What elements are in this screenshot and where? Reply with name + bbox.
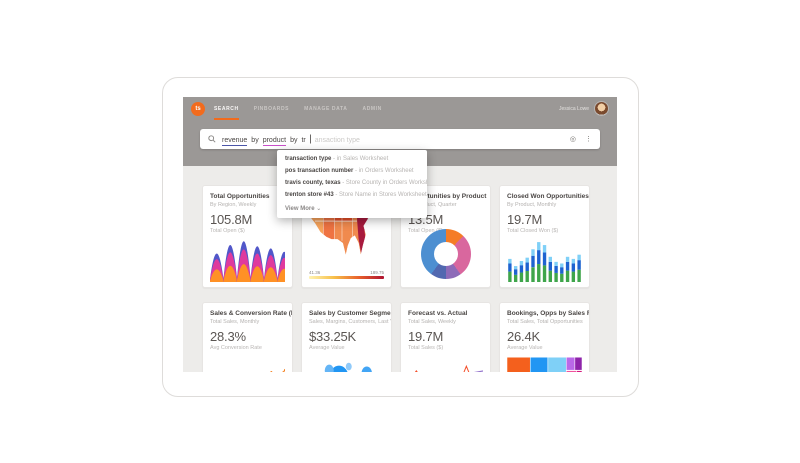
brand-logo-icon[interactable]: ts — [191, 101, 205, 116]
card-subtitle: By Region, Weekly — [210, 202, 257, 209]
dashboard-content: Total Opportunities By Region, Weekly 10… — [183, 166, 617, 372]
card-subtitle: Total Sales, Monthly — [210, 319, 260, 326]
card-value: 19.7M — [507, 212, 543, 228]
tablet-device-frame: ts SEARCH PINBOARDS MANAGE DATA ADMIN Je… — [162, 77, 639, 397]
legend-max-value: 189.75 — [370, 270, 384, 275]
suggestion-context: - Store County in Orders Worksheet — [342, 180, 427, 186]
user-avatar[interactable] — [594, 101, 609, 116]
card-value: $33.25K — [309, 329, 357, 345]
nav-item-pinboards[interactable]: PINBOARDS — [253, 105, 290, 112]
area-chart — [210, 240, 285, 282]
search-suggestions-dropdown: transaction type - in Sales Worksheet po… — [277, 150, 427, 218]
card-metric-label: Average Value — [309, 345, 345, 352]
card-subtitle: Total Sales, Total Opportunities — [507, 319, 583, 326]
query-token-product[interactable]: product — [262, 136, 287, 146]
query-token-by: by — [290, 136, 298, 144]
card-title: Closed Won Opportunities — [507, 193, 589, 200]
suggestion-term: trenton store #43 — [285, 192, 334, 198]
card-title: Sales & Conversion Rate (East) — [210, 310, 292, 317]
card-value: 28.3% — [210, 329, 246, 345]
card-bookings-by-sales-rep[interactable]: Bookings, Opps by Sales Rep Total Sales,… — [499, 302, 590, 372]
suggestion-item[interactable]: trenton store #43 - Store Name in Stores… — [277, 189, 427, 201]
bubble-chart — [309, 357, 384, 372]
card-value: 26.4K — [507, 329, 540, 345]
suggestion-term: transaction type — [285, 156, 332, 162]
suggestion-context: - in Orders Worksheet — [353, 168, 414, 174]
card-subtitle: By Product, Quarter — [408, 202, 457, 209]
suggestion-context: - Store Name in Stores Worksheet — [333, 192, 427, 198]
card-value: 19.7M — [408, 329, 444, 345]
card-title: Total Opportunities — [210, 193, 270, 200]
history-icon[interactable]: ◎ — [569, 135, 576, 143]
card-metric-label: Total Sales ($) — [408, 345, 444, 352]
nav-item-admin[interactable]: ADMIN — [362, 105, 382, 112]
suggestion-term: travis county, texas — [285, 180, 341, 186]
suggestion-item[interactable]: transaction type - in Sales Worksheet — [277, 153, 427, 165]
card-value: 105.8M — [210, 212, 253, 228]
card-title: Sales by Customer Segment — [309, 310, 392, 317]
card-forecast-vs-actual[interactable]: Forecast vs. Actual Total Sales, Weekly … — [400, 302, 491, 372]
user-name: Jessica Lowe — [558, 105, 589, 112]
nav-item-manage-data[interactable]: MANAGE DATA — [304, 105, 348, 112]
map-legend: 41.36 189.75 — [309, 270, 384, 279]
query-token-revenue[interactable]: revenue — [222, 136, 248, 146]
card-metric-label: Total Open ($) — [408, 228, 443, 235]
view-more-button[interactable]: View More ⌄ — [285, 206, 322, 212]
suggestion-item[interactable]: pos transaction number - in Orders Works… — [277, 165, 427, 177]
search-bar[interactable]: revenue by product by tr ansaction type … — [200, 129, 600, 149]
suggestion-item[interactable]: travis county, texas - Store County in O… — [277, 177, 427, 189]
card-metric-label: Average Value — [507, 345, 543, 352]
stacked-bar-chart — [507, 240, 582, 282]
card-sales-by-customer-segment[interactable]: Sales by Customer Segment Sales, Margins… — [301, 302, 392, 372]
app-header: ts SEARCH PINBOARDS MANAGE DATA ADMIN Je… — [183, 97, 617, 218]
card-subtitle: Sales, Margins, Customers, Last Year — [309, 319, 392, 326]
kebab-menu-icon[interactable]: ⋮ — [585, 135, 592, 143]
treemap-chart — [507, 357, 582, 372]
card-grid: Total Opportunities By Region, Weekly 10… — [202, 185, 617, 372]
card-sales-conversion-rate[interactable]: Sales & Conversion Rate (East) Total Sal… — [202, 302, 293, 372]
autocomplete-ghost-text: ansaction type — [314, 136, 360, 144]
nav-item-search[interactable]: SEARCH — [214, 97, 239, 120]
top-nav: ts SEARCH PINBOARDS MANAGE DATA ADMIN Je… — [183, 97, 617, 120]
search-icon — [208, 135, 216, 143]
card-metric-label: Total Closed Won ($) — [507, 228, 559, 235]
text-cursor — [309, 134, 311, 143]
card-metric-label: Total Open ($) — [210, 228, 245, 235]
query-token-by: by — [251, 136, 259, 144]
legend-gradient-bar — [309, 276, 384, 279]
donut-chart — [420, 229, 471, 279]
line-chart — [408, 357, 483, 372]
card-title: Opportunities by Product — [408, 193, 487, 200]
legend-min-value: 41.36 — [309, 270, 321, 275]
card-subtitle: By Product, Monthly — [507, 202, 557, 209]
app-screen: ts SEARCH PINBOARDS MANAGE DATA ADMIN Je… — [183, 97, 617, 372]
search-query[interactable]: revenue by product by tr ansaction type — [222, 133, 360, 146]
suggestion-context: - in Sales Worksheet — [331, 156, 389, 162]
line-bar-combo-chart — [210, 357, 285, 372]
query-token-partial[interactable]: tr — [301, 136, 306, 144]
card-subtitle: Total Sales, Weekly — [408, 319, 456, 326]
card-metric-label: Avg Conversion Rate — [210, 345, 262, 352]
chevron-down-icon: ⌄ — [316, 206, 322, 212]
card-title: Forecast vs. Actual — [408, 310, 468, 317]
card-title: Bookings, Opps by Sales Rep — [507, 310, 590, 317]
card-closed-won-opportunities[interactable]: Closed Won Opportunities By Product, Mon… — [499, 185, 590, 288]
suggestion-term: pos transaction number — [285, 168, 354, 174]
